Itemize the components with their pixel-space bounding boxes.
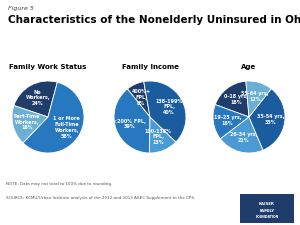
Text: Characteristics of the Nonelderly Uninsured in Ohio, 2012: Characteristics of the Nonelderly Uninsu… [8, 15, 300, 25]
Wedge shape [149, 117, 176, 153]
Text: Part-Time
Workers,
18%: Part-Time Workers, 18% [14, 114, 40, 130]
Title: Family Income: Family Income [122, 64, 178, 70]
Text: SOURCE: KCMU/Urban Institute analysis of the 2012 and 2013 ASEC Supplement to th: SOURCE: KCMU/Urban Institute analysis of… [6, 196, 195, 200]
Wedge shape [114, 89, 150, 153]
Wedge shape [249, 89, 285, 150]
Wedge shape [246, 81, 271, 117]
Wedge shape [215, 81, 249, 117]
Text: FOUNDATION: FOUNDATION [255, 216, 279, 219]
Wedge shape [213, 105, 249, 139]
Wedge shape [128, 81, 150, 117]
Text: Figure 5: Figure 5 [8, 6, 33, 11]
Text: NOTE: Data may not total to 100% due to rounding.: NOTE: Data may not total to 100% due to … [6, 182, 112, 186]
Title: Age: Age [242, 64, 256, 70]
Text: 1 or More
Full-Time
Workers,
58%: 1 or More Full-Time Workers, 58% [53, 116, 80, 139]
Text: 0-18 yrs,
18%: 0-18 yrs, 18% [224, 94, 248, 105]
Text: 400%+
FPL,
8%: 400%+ FPL, 8% [131, 89, 151, 106]
Text: 19-25 yrs,
16%: 19-25 yrs, 16% [214, 115, 242, 126]
Wedge shape [23, 82, 84, 153]
Text: 26-34 yrs,
21%: 26-34 yrs, 21% [230, 133, 257, 143]
Title: Family Work Status: Family Work Status [9, 64, 87, 70]
Text: <200% FPL,
39%: <200% FPL, 39% [113, 119, 146, 129]
Text: 138-199%
FPL,
40%: 138-199% FPL, 40% [155, 99, 183, 115]
Text: FAMILY: FAMILY [260, 209, 274, 213]
Text: No
Workers,
24%: No Workers, 24% [26, 90, 50, 106]
Text: 35-54 yrs,
33%: 35-54 yrs, 33% [257, 115, 284, 125]
Wedge shape [12, 106, 48, 143]
Wedge shape [14, 81, 57, 117]
Text: 100-138%
FPL,
13%: 100-138% FPL, 13% [145, 129, 172, 145]
Text: 55-64 yrs,
12%: 55-64 yrs, 12% [242, 91, 269, 102]
Wedge shape [144, 81, 186, 142]
Text: KAISER: KAISER [259, 202, 275, 206]
Wedge shape [220, 117, 263, 153]
